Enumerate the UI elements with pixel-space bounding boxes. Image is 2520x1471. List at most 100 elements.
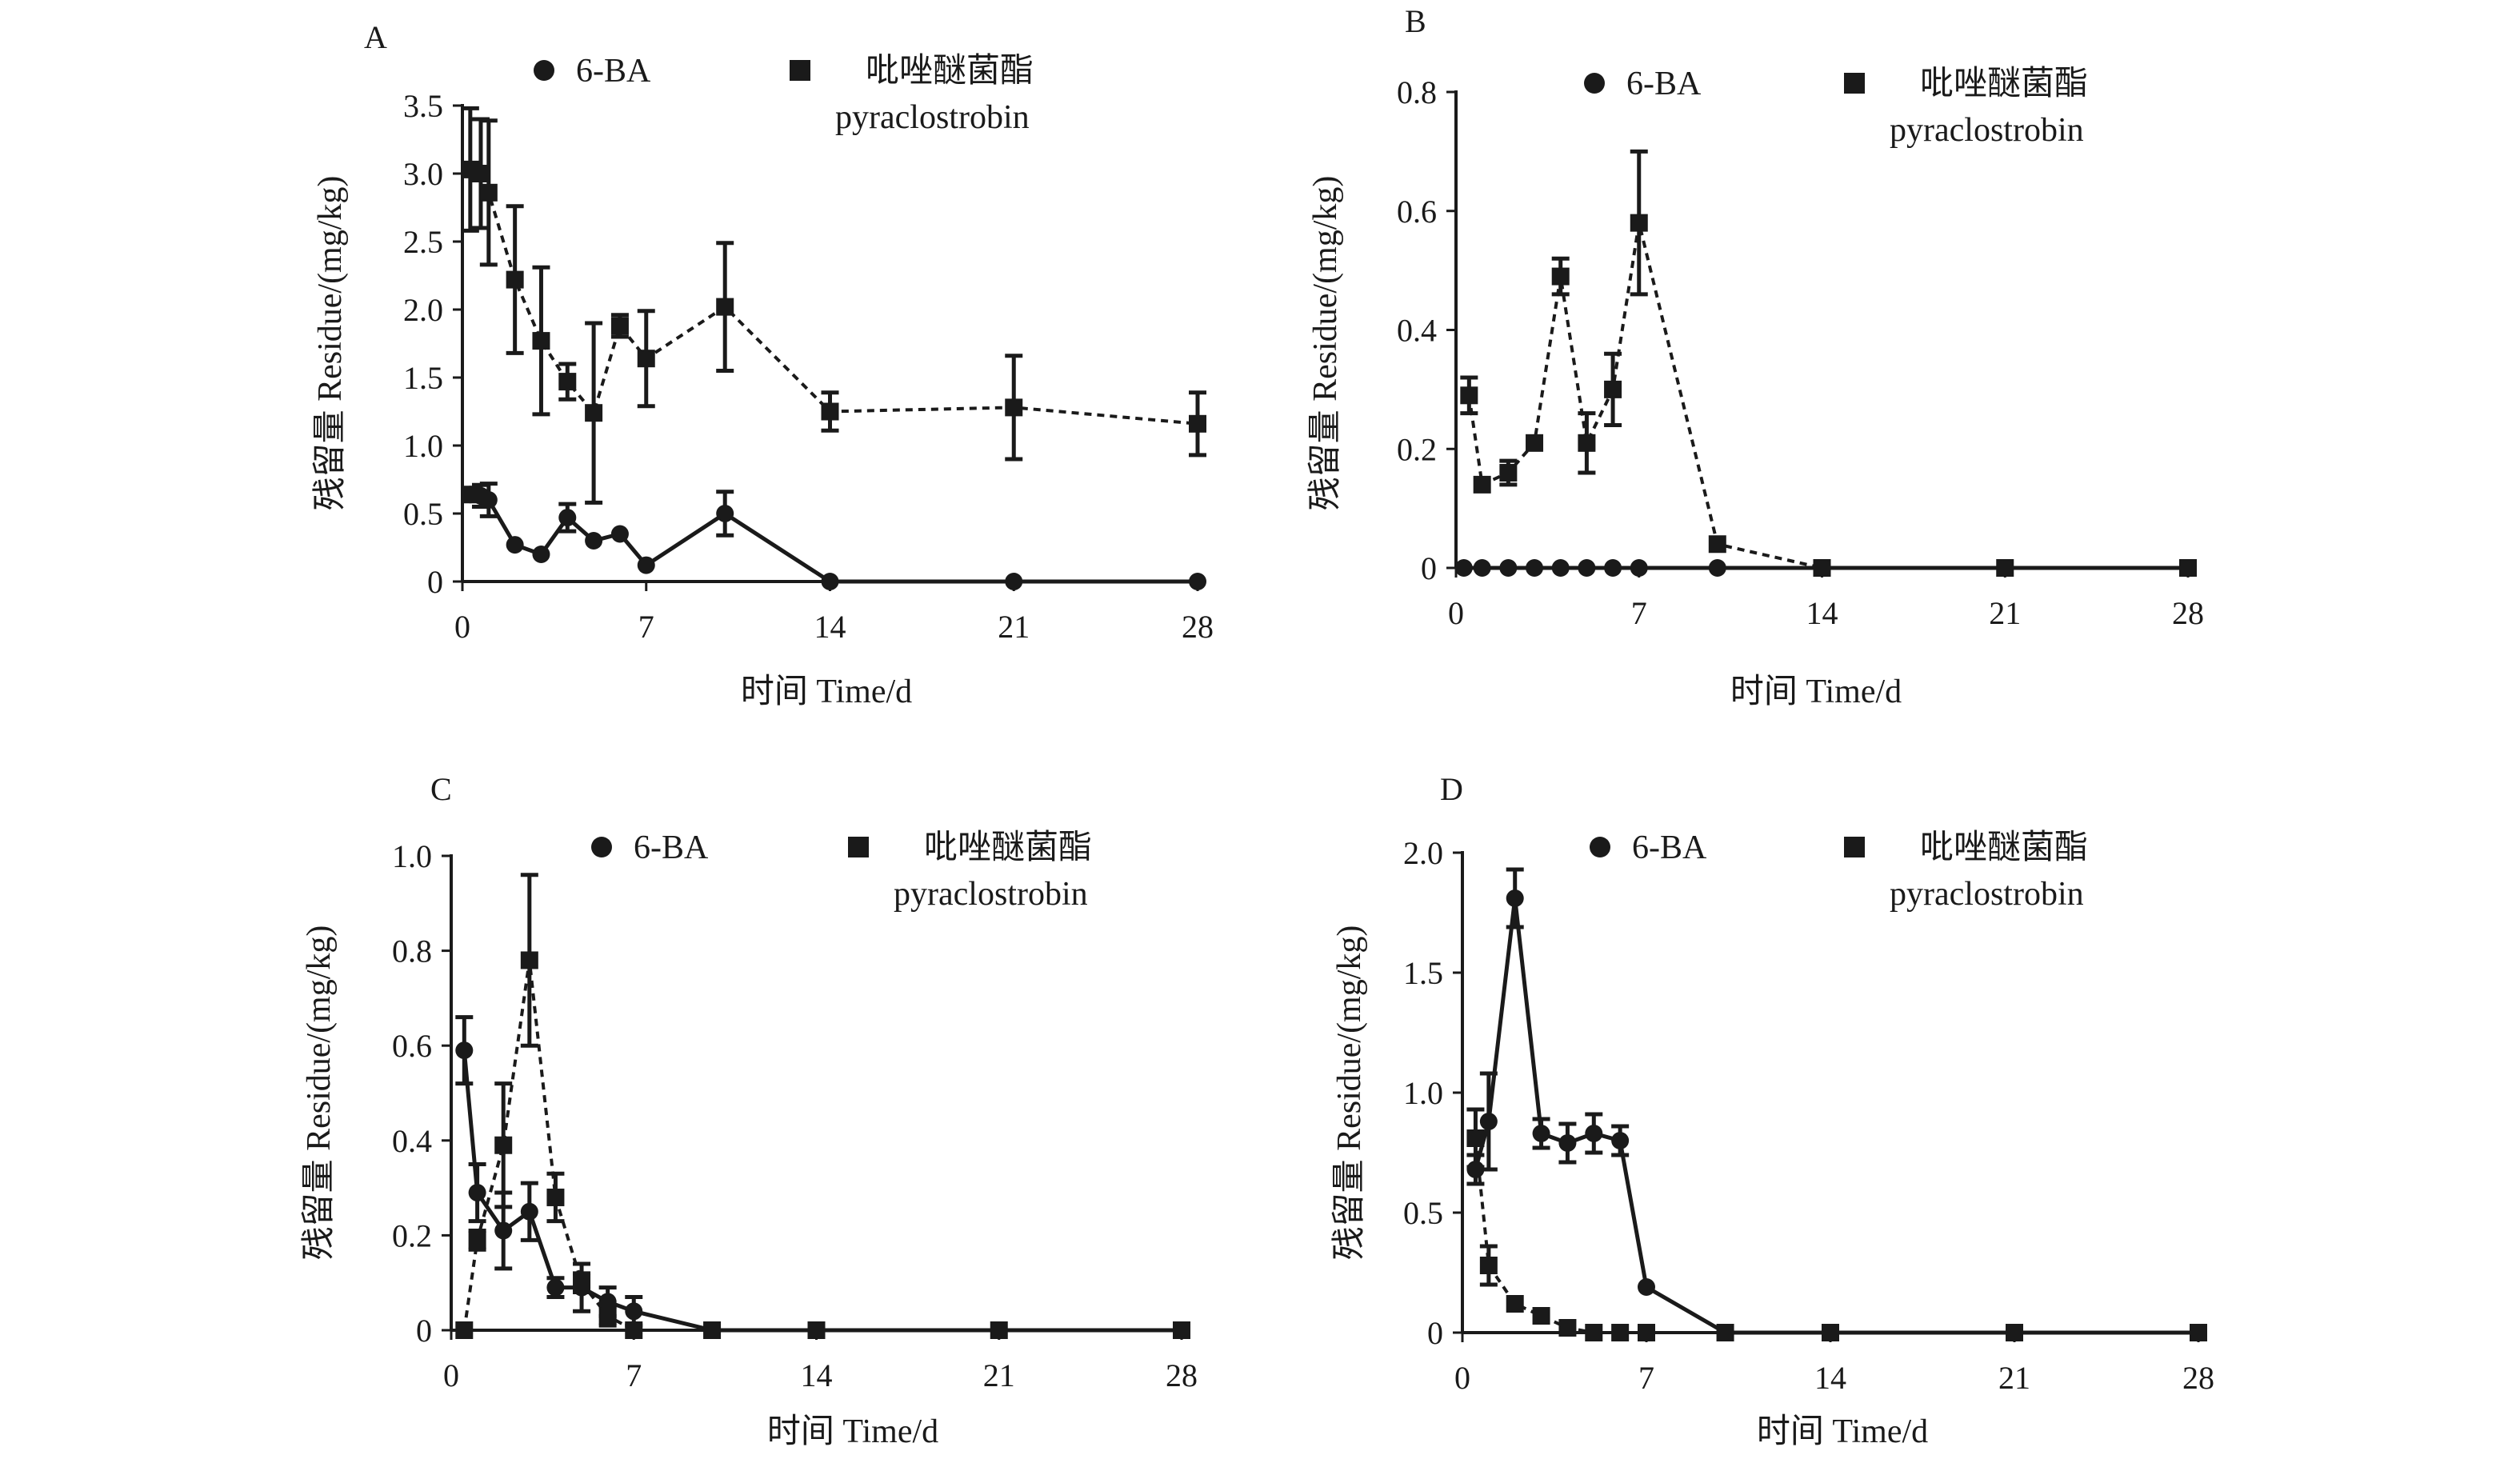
data-point-6ba [2006, 1324, 2023, 1341]
data-point-6ba [494, 1221, 513, 1240]
data-point-6ba [716, 505, 734, 522]
panel-label-a: A [364, 19, 387, 55]
data-point-6ba [1506, 889, 1524, 907]
data-point-pyraclostrobin [1189, 414, 1206, 433]
x-tick-label: 7 [1638, 1360, 1654, 1396]
data-point-pyraclostrobin [546, 1188, 565, 1206]
data-point-pyraclostrobin [1473, 475, 1491, 494]
data-point-pyraclostrobin [1585, 1324, 1603, 1341]
y-tick-label: 0 [1421, 550, 1437, 586]
data-point-6ba [546, 1278, 565, 1297]
y-tick-label: 3.0 [403, 156, 443, 192]
data-point-6ba [1611, 1132, 1630, 1149]
legend-label-pyraclostrobin-en: pyraclostrobin [894, 876, 1088, 913]
y-tick-label: 0.6 [1397, 194, 1437, 230]
y-tick-label: 0 [1427, 1315, 1443, 1351]
data-point-pyraclostrobin [1551, 267, 1570, 286]
data-point-6ba [479, 491, 498, 509]
x-axis-title: 时间 Time/d [767, 1413, 938, 1450]
data-point-6ba [1822, 1324, 1839, 1341]
data-point-6ba [520, 1202, 538, 1221]
legend-marker-6ba [591, 837, 612, 857]
data-point-pyraclostrobin [1630, 214, 1648, 232]
x-axis-title: 时间 Time/d [741, 674, 912, 710]
data-point-6ba [1005, 573, 1023, 590]
legend-marker-6ba [1590, 837, 1610, 857]
chart-panel-a: A 0 0.5 1.0 1.5 2.0 2.5 3.0 3.5 0 7 14 21 28 时间 Time/d… [312, 19, 1214, 710]
y-axis-title: 残留量 Residue/(mg/kg) [1331, 925, 1368, 1261]
data-point-pyraclostrobin [1479, 1257, 1498, 1274]
data-point-pyraclostrobin [1638, 1324, 1655, 1341]
x-axis-title: 时间 Time/d [1730, 674, 1902, 710]
data-point-6ba [807, 1321, 826, 1339]
x-axis-title: 时间 Time/d [1757, 1413, 1928, 1450]
data-point-6ba [821, 573, 839, 590]
x-tick-label: 7 [638, 609, 654, 645]
data-point-6ba [2190, 1324, 2207, 1341]
y-tick-label: 3.5 [403, 88, 443, 124]
y-tick-label: 0.2 [1397, 431, 1437, 467]
legend-marker-pyraclostrobin [1844, 837, 1865, 857]
data-point-6ba [1473, 559, 1491, 577]
data-point-6ba [573, 1278, 591, 1297]
legend-label-6ba: 6-BA [634, 829, 709, 866]
x-tick-label: 21 [1998, 1360, 2030, 1396]
x-tick-label: 0 [1454, 1360, 1470, 1396]
data-point-6ba [1716, 1324, 1734, 1341]
data-point-pyraclostrobin [1526, 434, 1544, 452]
data-point-6ba [1708, 559, 1726, 577]
series-6ba [1454, 559, 2197, 577]
y-tick-label: 0 [416, 1313, 432, 1349]
series-line-6ba [462, 1049, 1182, 1333]
data-point-6ba [455, 1041, 474, 1060]
data-point-pyraclostrobin [520, 951, 538, 969]
y-tick-label: 0.5 [1403, 1195, 1443, 1231]
legend-marker-pyraclostrobin [790, 60, 810, 81]
series-pyraclostrobin [461, 106, 1206, 505]
legend-label-pyraclostrobin-en: pyraclostrobin [1890, 876, 2084, 913]
x-tick-label: 21 [983, 1357, 1015, 1393]
data-point-pyraclostrobin [479, 183, 498, 202]
series-line-pyraclostrobin [462, 960, 1182, 1332]
x-tick-label: 7 [1631, 595, 1647, 631]
data-point-pyraclostrobin [455, 1321, 474, 1339]
data-point-pyraclostrobin [716, 298, 734, 316]
data-point-6ba [468, 1184, 486, 1202]
series-pyraclostrobin [1460, 149, 2197, 577]
data-point-pyraclostrobin [532, 332, 550, 350]
data-point-6ba [1813, 559, 1831, 577]
x-tick-label: 21 [998, 609, 1030, 645]
data-point-pyraclostrobin [610, 317, 629, 335]
data-point-pyraclostrobin [468, 1231, 486, 1249]
data-point-6ba [585, 532, 603, 550]
chart-panel-d: D 0 0.5 1.0 1.5 2.0 0 7 14 21 28 时间 Time/d 残留量 Resid… [1331, 771, 2214, 1450]
data-point-pyraclostrobin [1532, 1307, 1550, 1325]
legend-label-6ba: 6-BA [576, 53, 651, 90]
series-6ba [455, 1015, 1190, 1339]
y-tick-label: 0.2 [392, 1217, 432, 1253]
data-point-pyraclostrobin [1708, 535, 1726, 554]
data-point-pyraclostrobin [1499, 464, 1518, 482]
legend-marker-6ba [534, 60, 554, 81]
panel-label-d: D [1440, 771, 1463, 807]
data-point-pyraclostrobin [1466, 1129, 1485, 1147]
y-tick-label: 1.5 [1403, 955, 1443, 991]
data-point-6ba [1526, 559, 1544, 577]
data-point-6ba [1585, 1125, 1603, 1142]
legend-label-6ba: 6-BA [1632, 829, 1707, 866]
legend-label-pyraclostrobin-en: pyraclostrobin [835, 99, 1030, 136]
legend-label-6ba: 6-BA [1626, 66, 1702, 102]
data-point-pyraclostrobin [1604, 380, 1622, 398]
data-point-pyraclostrobin [506, 270, 524, 289]
data-point-6ba [1454, 559, 1473, 577]
data-point-6ba [1479, 1113, 1498, 1130]
y-tick-label: 0.8 [392, 933, 432, 969]
x-tick-label: 7 [626, 1357, 642, 1393]
x-tick-label: 0 [443, 1357, 459, 1393]
data-point-pyraclostrobin [585, 404, 603, 422]
series-pyraclostrobin [455, 873, 1190, 1339]
data-point-6ba [990, 1321, 1008, 1339]
data-point-pyraclostrobin [1005, 398, 1023, 417]
series-line-6ba [1473, 897, 2198, 1335]
x-tick-label: 28 [2182, 1360, 2214, 1396]
